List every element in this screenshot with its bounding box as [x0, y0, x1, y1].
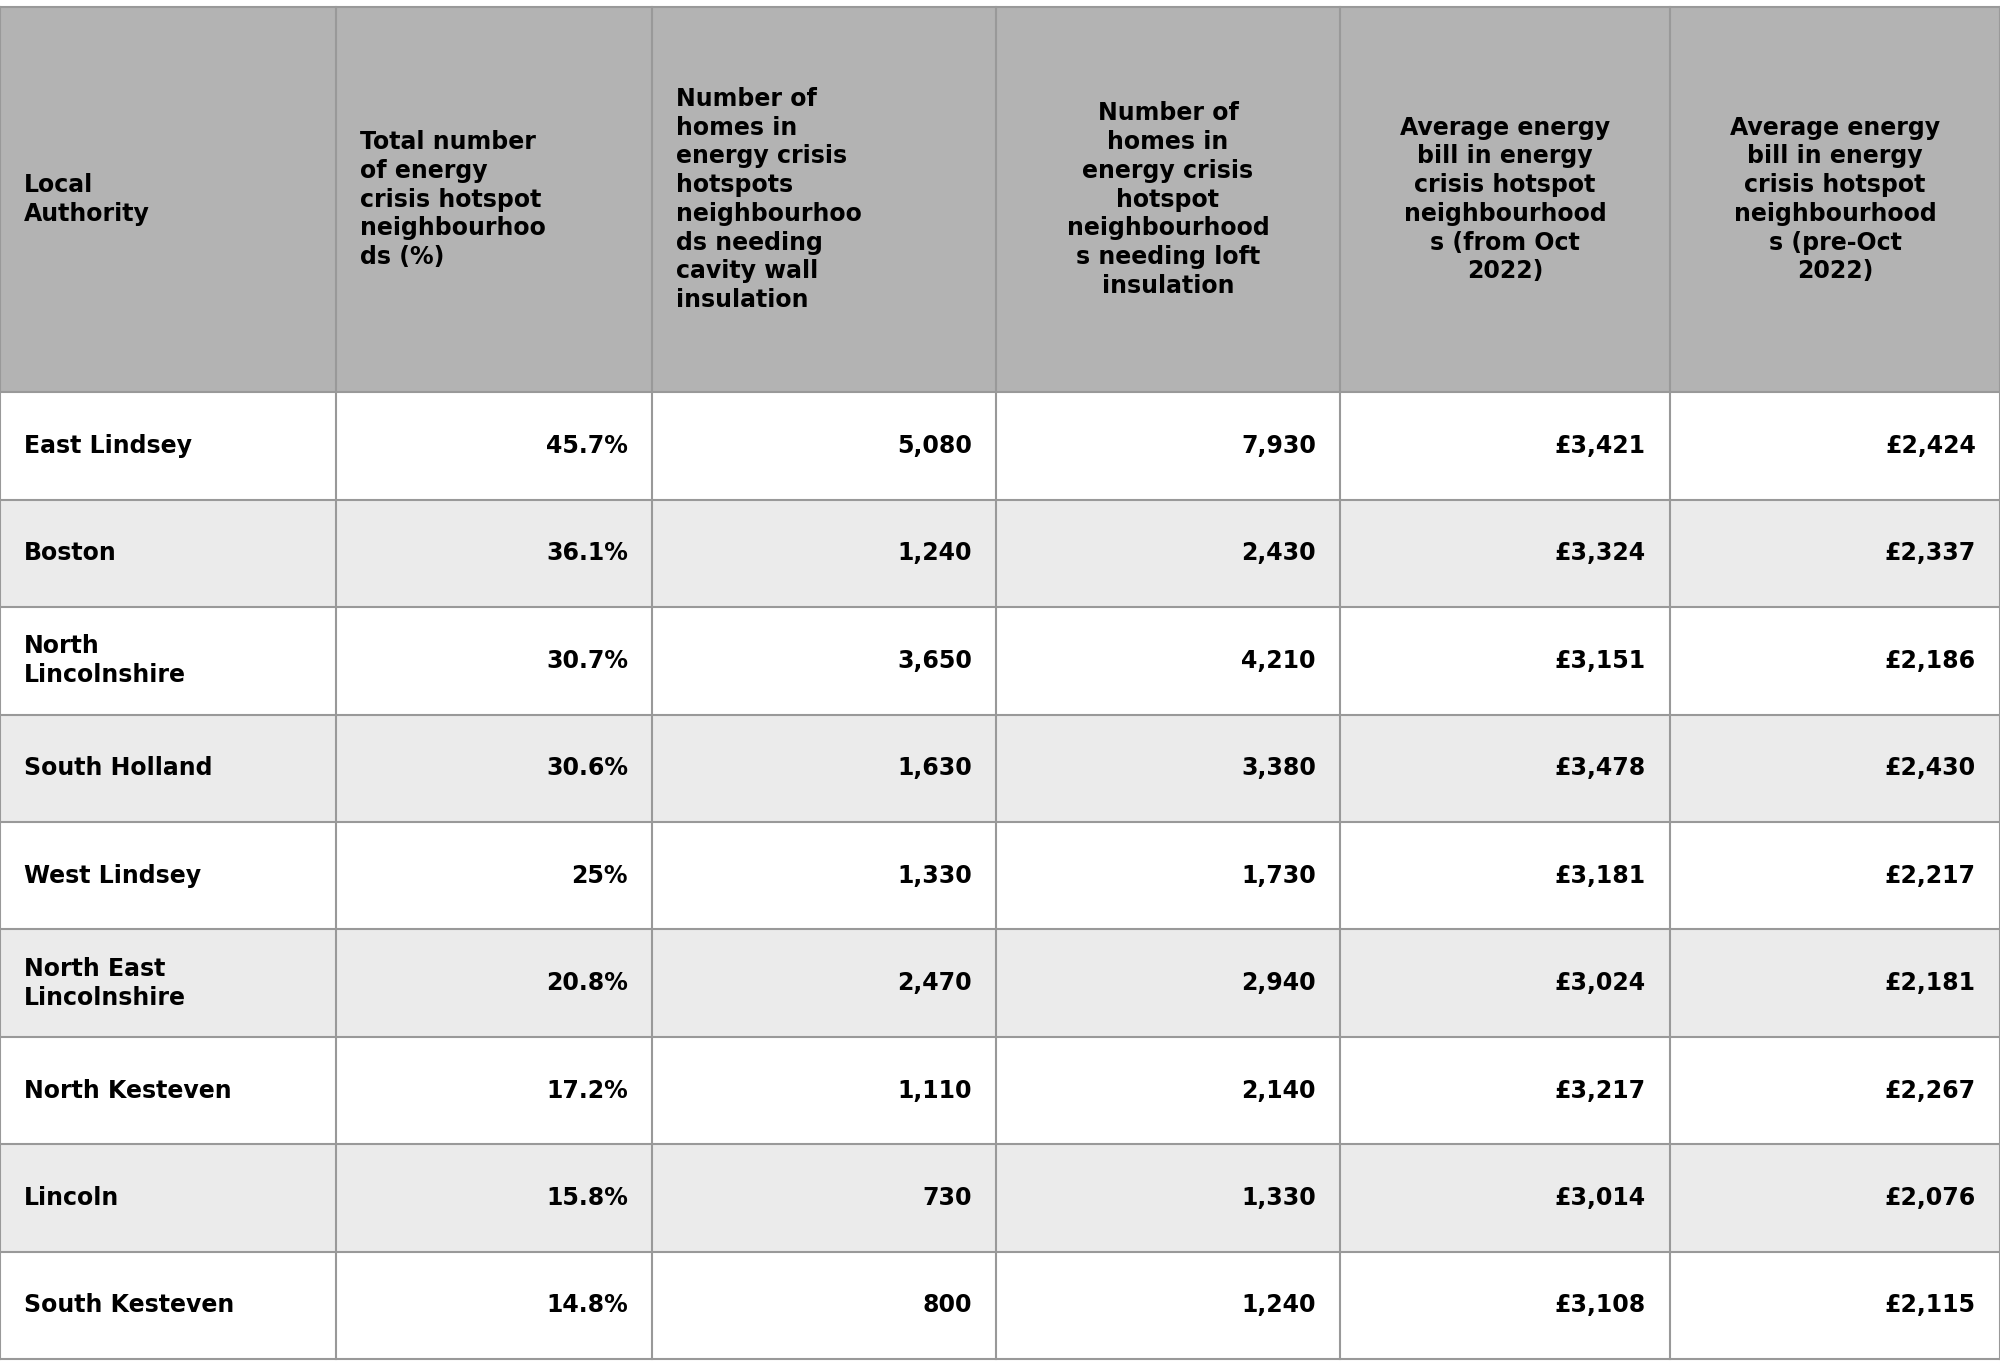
Text: 3,650: 3,650	[898, 649, 972, 673]
Text: £3,181: £3,181	[1554, 863, 1646, 888]
Text: £2,337: £2,337	[1884, 541, 1976, 566]
Text: 2,940: 2,940	[1242, 971, 1316, 996]
Text: 14.8%: 14.8%	[546, 1294, 628, 1317]
Text: North East
Lincolnshire: North East Lincolnshire	[24, 956, 186, 1009]
Text: £2,217: £2,217	[1884, 863, 1976, 888]
Text: £3,151: £3,151	[1554, 649, 1646, 673]
Text: 1,330: 1,330	[1242, 1186, 1316, 1210]
Bar	[0, 607, 2000, 714]
Text: £3,421: £3,421	[1556, 434, 1646, 458]
Text: £3,478: £3,478	[1554, 757, 1646, 780]
Text: Number of
homes in
energy crisis
hotspot
neighbourhood
s needing loft
insulation: Number of homes in energy crisis hotspot…	[1066, 101, 1270, 298]
Bar	[0, 822, 2000, 929]
Text: 2,430: 2,430	[1242, 541, 1316, 566]
Text: 2,470: 2,470	[898, 971, 972, 996]
Text: £2,424: £2,424	[1886, 434, 1976, 458]
Text: 1,240: 1,240	[898, 541, 972, 566]
Text: 25%: 25%	[572, 863, 628, 888]
Text: Number of
homes in
energy crisis
hotspots
neighbourhoo
ds needing
cavity wall
in: Number of homes in energy crisis hotspot…	[676, 87, 862, 313]
Bar	[0, 714, 2000, 822]
Text: 30.6%: 30.6%	[546, 757, 628, 780]
Text: 1,630: 1,630	[898, 757, 972, 780]
Text: £2,115: £2,115	[1884, 1294, 1976, 1317]
Text: North Kesteven: North Kesteven	[24, 1079, 232, 1102]
Text: £3,324: £3,324	[1554, 541, 1646, 566]
Text: North
Lincolnshire: North Lincolnshire	[24, 634, 186, 687]
Text: 1,730: 1,730	[1242, 863, 1316, 888]
Text: £3,014: £3,014	[1554, 1186, 1646, 1210]
Text: £3,108: £3,108	[1554, 1294, 1646, 1317]
Text: 7,930: 7,930	[1242, 434, 1316, 458]
Bar	[0, 929, 2000, 1037]
Text: £3,217: £3,217	[1554, 1079, 1646, 1102]
Text: 17.2%: 17.2%	[546, 1079, 628, 1102]
Text: 1,330: 1,330	[898, 863, 972, 888]
Text: £2,181: £2,181	[1884, 971, 1976, 996]
Text: 5,080: 5,080	[898, 434, 972, 458]
Text: 3,380: 3,380	[1242, 757, 1316, 780]
Text: 45.7%: 45.7%	[546, 434, 628, 458]
Text: Average energy
bill in energy
crisis hotspot
neighbourhood
s (pre-Oct
2022): Average energy bill in energy crisis hot…	[1730, 116, 1940, 283]
Text: £3,024: £3,024	[1554, 971, 1646, 996]
Bar	[0, 7, 2000, 392]
Text: 2,140: 2,140	[1242, 1079, 1316, 1102]
Bar	[0, 1145, 2000, 1251]
Text: East Lindsey: East Lindsey	[24, 434, 192, 458]
Text: South Kesteven: South Kesteven	[24, 1294, 234, 1317]
Text: 4,210: 4,210	[1242, 649, 1316, 673]
Text: 1,110: 1,110	[898, 1079, 972, 1102]
Bar	[0, 1251, 2000, 1359]
Text: 30.7%: 30.7%	[546, 649, 628, 673]
Text: 1,240: 1,240	[1242, 1294, 1316, 1317]
Text: Boston: Boston	[24, 541, 116, 566]
Bar	[0, 500, 2000, 607]
Text: South Holland: South Holland	[24, 757, 212, 780]
Text: £2,076: £2,076	[1884, 1186, 1976, 1210]
Text: 800: 800	[922, 1294, 972, 1317]
Text: 730: 730	[922, 1186, 972, 1210]
Bar	[0, 1037, 2000, 1145]
Bar	[0, 392, 2000, 500]
Text: West Lindsey: West Lindsey	[24, 863, 202, 888]
Text: £2,186: £2,186	[1884, 649, 1976, 673]
Text: 20.8%: 20.8%	[546, 971, 628, 996]
Text: £2,430: £2,430	[1884, 757, 1976, 780]
Text: £2,267: £2,267	[1884, 1079, 1976, 1102]
Text: 15.8%: 15.8%	[546, 1186, 628, 1210]
Text: Total number
of energy
crisis hotspot
neighbourhoo
ds (%): Total number of energy crisis hotspot ne…	[360, 130, 546, 269]
Text: Local
Authority: Local Authority	[24, 173, 150, 225]
Text: 36.1%: 36.1%	[546, 541, 628, 566]
Text: Lincoln: Lincoln	[24, 1186, 120, 1210]
Text: Average energy
bill in energy
crisis hotspot
neighbourhood
s (from Oct
2022): Average energy bill in energy crisis hot…	[1400, 116, 1610, 283]
